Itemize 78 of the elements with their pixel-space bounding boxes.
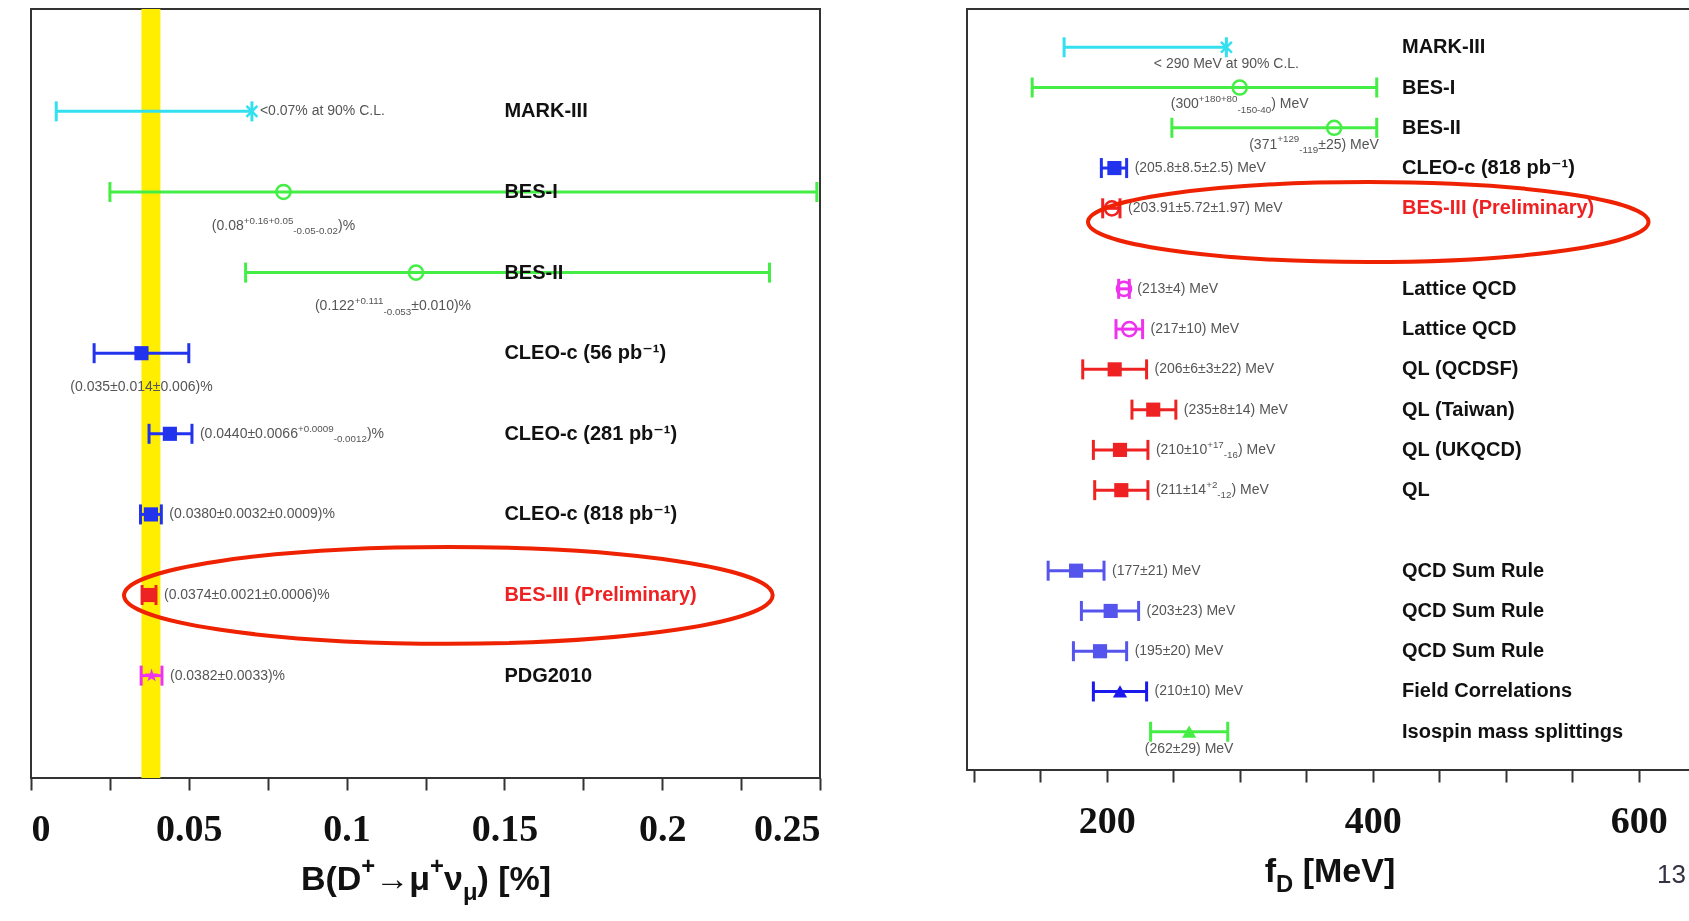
- y-tick-label: QCD Sum Rule: [1402, 598, 1545, 621]
- y-tick-label: CLEO-c (56 pb⁻¹): [504, 341, 667, 364]
- data-label: (0.0440±0.0066$^{+0.0009}$$_{-0.0012}$)%: [199, 422, 384, 444]
- y-tick-label: CLEO-c (818 pb⁻¹): [504, 502, 678, 525]
- data-label: (210±10$^{+17}$$_{-16}$) MeV: [1155, 438, 1276, 461]
- x-tick-label: 0.05: [156, 806, 223, 849]
- y-tick-label: Lattice QCD: [1402, 317, 1517, 340]
- data-label: (300$^{+180+80}$$_{-150-40}$) MeV: [1170, 93, 1310, 115]
- data-label: (235±8±14) MeV: [1183, 400, 1289, 417]
- point: [1112, 442, 1128, 457]
- y-tick-label: CLEO-c (818 pb⁻¹): [1402, 156, 1575, 179]
- x-axis-title: f$_{D}$ [MeV]: [1264, 850, 1396, 897]
- data-label: (213±4) MeV: [1137, 279, 1219, 296]
- x-axis-title: B(D$^{+}$→μ$^{+}$ν$_{μ}$) [%]: [300, 852, 552, 905]
- data-label: (0.122$^{+0.111}$$_{-0.053}$±0.010)%: [314, 295, 472, 317]
- x-tick-label: 0.25: [754, 806, 821, 849]
- data-label: (217±10) MeV: [1150, 320, 1240, 337]
- text: 13: [1657, 859, 1686, 889]
- point: [134, 346, 149, 361]
- y-tick-label: Lattice QCD: [1402, 276, 1517, 299]
- y-tick-label: Field Correlations: [1402, 679, 1573, 702]
- data-label: (0.08$^{+0.16+0.05}$$_{-0.05-0.02}$)%: [211, 214, 356, 237]
- data-label: (0.0380±0.0032±0.0009)%: [169, 505, 335, 522]
- text: BES-III (Preliminary): [504, 583, 697, 606]
- y-tick-label: QL (UKQCD): [1402, 437, 1522, 460]
- point: [1107, 362, 1122, 377]
- point: [1114, 483, 1129, 498]
- y-tick-label: MARK-III: [504, 99, 588, 122]
- point: [1325, 119, 1343, 137]
- point: [1092, 644, 1108, 659]
- y-tick-label: PDG2010: [504, 663, 593, 686]
- y-tick-label: QL (Taiwan): [1402, 397, 1515, 420]
- point: [144, 668, 159, 682]
- data-label: (203±23) MeV: [1146, 601, 1236, 618]
- y-tick-label: QCD Sum Rule: [1402, 558, 1545, 581]
- data-label: < 290 MeV at 90% C.L.: [1153, 55, 1299, 72]
- y-tick-label: BES-I: [1402, 75, 1456, 98]
- y-tick-label: QL: [1402, 478, 1430, 501]
- data-label: (203.91±5.72±1.97) MeV: [1127, 199, 1284, 216]
- point: [407, 264, 425, 281]
- y-tick-label: QL (QCDSF): [1402, 357, 1519, 380]
- data-label: (262±29) MeV: [1144, 739, 1235, 756]
- point: [1120, 320, 1138, 338]
- data-label: (206±6±3±22) MeV: [1154, 360, 1275, 377]
- x-tick-label: 200: [1078, 798, 1136, 841]
- point: [1103, 603, 1118, 619]
- data-label: (205.8±8.5±2.5) MeV: [1134, 159, 1267, 176]
- data-label: (0.0382±0.0033)%: [169, 666, 286, 683]
- y-tick-label: Isospin mass splittings: [1402, 719, 1624, 742]
- point: [1112, 685, 1128, 698]
- x-tick-label: 600: [1610, 798, 1668, 841]
- data-label: (0.0374±0.0021±0.0006)%: [163, 586, 330, 603]
- point: [245, 104, 259, 119]
- y-tick-label: QCD Sum Rule: [1402, 639, 1545, 662]
- point: [1107, 160, 1122, 176]
- text: BES-III (Preliminary): [1402, 196, 1595, 219]
- y-tick-label: CLEO-c (281 pb⁻¹): [504, 421, 678, 444]
- y-tick-label: BES-II: [1402, 115, 1461, 138]
- point: [1146, 402, 1161, 417]
- data-label: (210±10) MeV: [1154, 682, 1244, 699]
- point: [143, 507, 158, 522]
- y-tick-label: MARK-III: [1402, 35, 1486, 58]
- x-tick-label: 0.15: [471, 806, 539, 849]
- data-label: (177±21) MeV: [1112, 561, 1202, 578]
- point: [1219, 40, 1234, 54]
- point: [162, 426, 177, 441]
- point: [1231, 79, 1249, 96]
- x-tick-label: 0.2: [638, 806, 687, 849]
- data-label: (211±14$^{+2}$$_{-12}$) MeV: [1155, 478, 1270, 501]
- data-label: (195±20) MeV: [1134, 642, 1224, 659]
- data-label: <0.07% at 90% C.L.: [259, 102, 385, 119]
- data-label: (371$^{+129}$$_{-119}$±25) MeV: [1249, 133, 1380, 155]
- point: [1182, 725, 1197, 738]
- x-tick-label: 0.1: [323, 806, 371, 849]
- x-tick-label: 400: [1344, 798, 1402, 841]
- point: [1069, 563, 1084, 578]
- x-tick-label: 0: [31, 806, 51, 849]
- point: [275, 183, 292, 201]
